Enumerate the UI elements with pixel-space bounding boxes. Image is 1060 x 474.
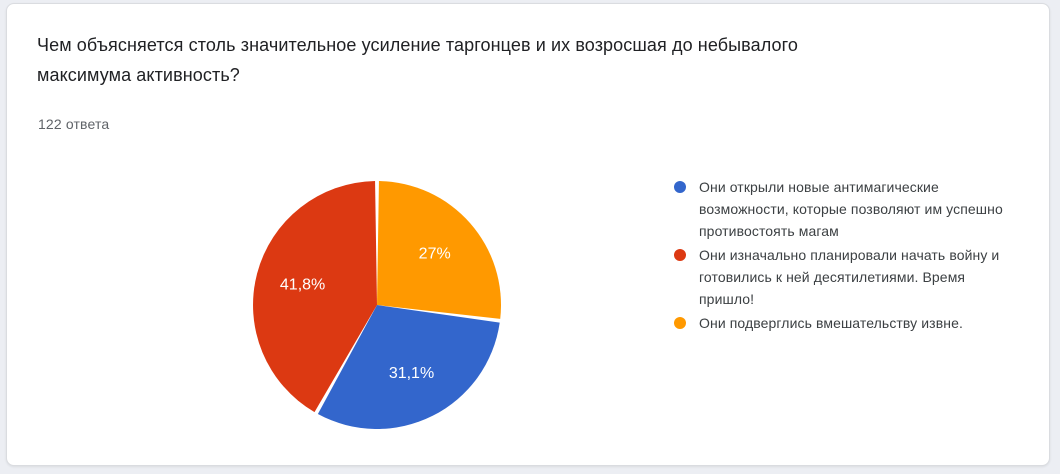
legend-item-label: Они открыли новые антимагические возможн… xyxy=(699,179,1003,239)
legend-bullet-icon xyxy=(674,317,686,329)
legend-bullet-icon xyxy=(674,181,686,193)
chart-legend: Они открыли новые антимагические возможн… xyxy=(671,176,1011,336)
pie-slice-value-label: 27% xyxy=(419,245,451,262)
response-summary-card: Чем объясняется столь значительное усиле… xyxy=(6,3,1050,466)
pie-slice[interactable] xyxy=(253,181,377,413)
pie-slice-group xyxy=(253,181,502,429)
pie-slice-label-group: 27% 31,1% 41,8% xyxy=(280,245,451,382)
response-count-label: 122 ответа xyxy=(38,116,110,132)
pie-slice-value-label: 41,8% xyxy=(280,277,325,294)
legend-bullet-icon xyxy=(674,249,686,261)
pie-chart-graphic: 27% 31,1% 41,8% xyxy=(249,177,505,433)
legend-item-label: Они подверглись вмешательству извне. xyxy=(699,315,963,331)
legend-item-label: Они изначально планировали начать войну … xyxy=(699,247,1000,307)
legend-item-1[interactable]: Они изначально планировали начать войну … xyxy=(671,244,1011,310)
legend-item-2[interactable]: Они подверглись вмешательству извне. xyxy=(671,312,1011,334)
pie-slice[interactable] xyxy=(377,181,502,319)
legend-item-0[interactable]: Они открыли новые антимагические возможн… xyxy=(671,176,1011,242)
page-title: Чем объясняется столь значительное усиле… xyxy=(37,35,799,85)
pie-slice-value-label: 31,1% xyxy=(389,365,434,382)
pie-chart: 27% 31,1% 41,8% Они открыли новые антимаги… xyxy=(7,4,1051,467)
pie-slice[interactable] xyxy=(317,305,500,429)
pie-chart-svg: 27% 31,1% 41,8% xyxy=(253,181,502,429)
